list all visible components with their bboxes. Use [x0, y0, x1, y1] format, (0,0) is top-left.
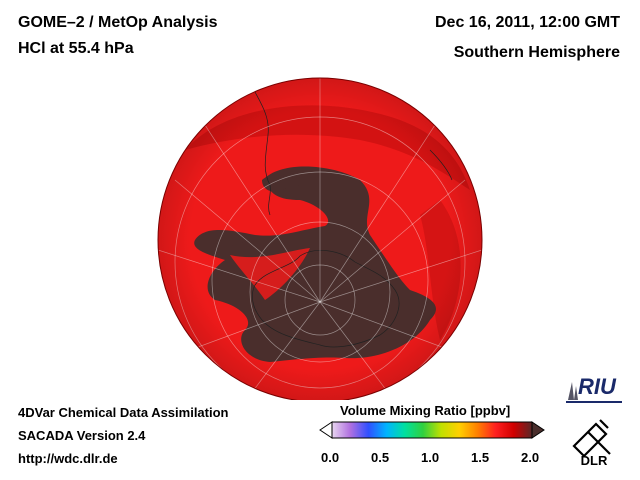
riu-logo-text: RIU: [578, 374, 617, 399]
footer-url[interactable]: http://wdc.dlr.de: [18, 451, 118, 466]
footer-line1: 4DVar Chemical Data Assimilation: [18, 405, 229, 420]
dlr-logo-text: DLR: [581, 453, 608, 468]
colorbar-max-arrow: [531, 421, 545, 439]
colorbar-title: Volume Mixing Ratio [ppbv]: [340, 403, 511, 418]
colorbar-tick: 2.0: [521, 450, 540, 465]
dlr-logo: DLR: [572, 419, 611, 468]
footer-line2: SACADA Version 2.4: [18, 428, 146, 443]
colorbar-tick: 1.0: [421, 450, 440, 465]
colorbar-tick: 0.5: [371, 450, 390, 465]
colorbar-tick: 1.5: [471, 450, 490, 465]
globe-outline: [157, 77, 483, 400]
map-subtitle: HCl at 55.4 hPa: [18, 40, 134, 57]
colorbar: [319, 421, 545, 439]
map-title: GOME–2 / MetOp Analysis: [18, 14, 218, 31]
colorbar-min-arrow: [319, 421, 333, 439]
colorbar-tick: 0.0: [321, 450, 340, 465]
map-date: Dec 16, 2011, 12:00 GMT: [435, 14, 620, 31]
riu-logo: RIU: [566, 374, 622, 403]
colorbar-ramp: [331, 421, 533, 439]
map-region: Southern Hemisphere: [453, 44, 620, 61]
hemisphere-map: [157, 77, 483, 400]
